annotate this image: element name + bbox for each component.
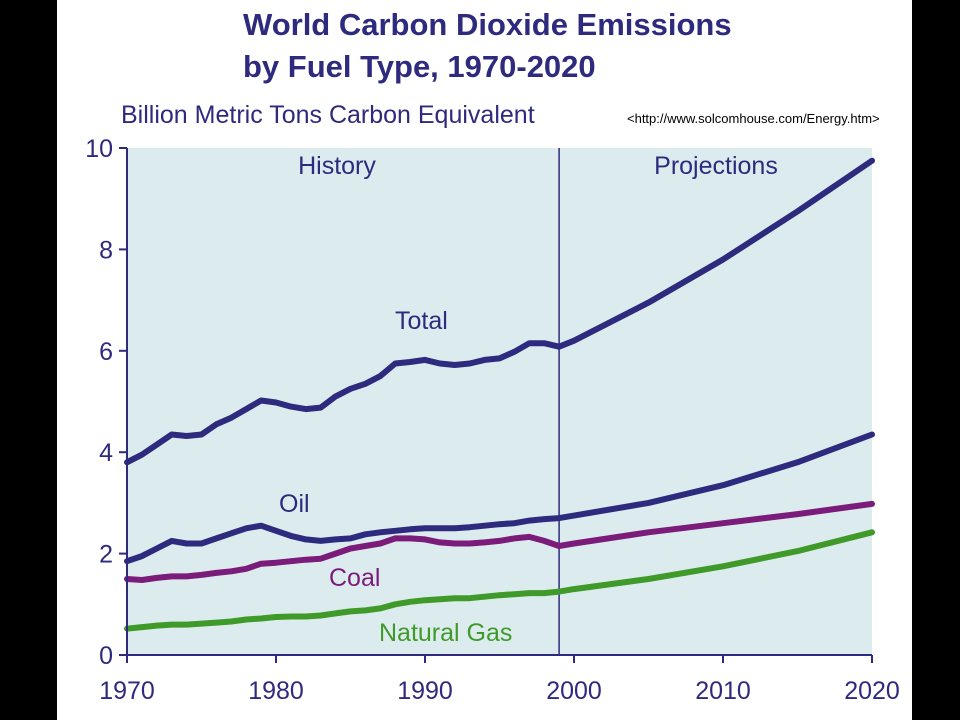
y-tick-label: 0 (99, 642, 113, 670)
x-tick-label: 1990 (397, 677, 453, 705)
series-layer (124, 157, 875, 632)
x-tick-label: 2020 (844, 677, 900, 705)
series-label-natural-gas: Natural Gas (379, 619, 512, 647)
x-tick-label: 2000 (546, 677, 602, 705)
axis-layer: 0 2 4 6 8 10 1970 1980 1990 2000 2010 2020 (85, 135, 900, 705)
series-line-oil (124, 431, 875, 565)
history-projection-divider (558, 148, 560, 655)
series-label-oil: Oil (279, 490, 310, 518)
series-line-coal (124, 500, 875, 583)
y-tick-label: 4 (99, 439, 113, 467)
chart-title-line-2: by Fuel Type, 1970-2020 (243, 49, 596, 84)
y-tick-label: 8 (99, 236, 113, 264)
series-line-total (124, 157, 875, 466)
x-tick-label: 2010 (695, 677, 751, 705)
series-label-total: Total (395, 307, 448, 335)
region-label-projections: Projections (654, 152, 778, 180)
series-label-coal: Coal (329, 564, 380, 592)
x-tick-label: 1980 (248, 677, 304, 705)
y-tick-label: 10 (85, 135, 113, 163)
y-tick-label: 2 (99, 541, 113, 569)
x-tick-label: 1970 (99, 677, 155, 705)
region-label-history: History (298, 152, 376, 180)
y-tick-label: 6 (99, 338, 113, 366)
chart-title-line-1: World Carbon Dioxide Emissions (243, 7, 732, 42)
source-citation: <http://www.solcomhouse.com/Energy.htm> (627, 111, 880, 126)
chart: 0 2 4 6 8 10 1970 1980 1990 2000 2010 2020 World Ca… (85, 7, 900, 705)
series-line-natural-gas (124, 529, 875, 632)
chart-subtitle: Billion Metric Tons Carbon Equivalent (121, 101, 535, 129)
slide: 0 2 4 6 8 10 1970 1980 1990 2000 2010 2020 World Ca… (57, 0, 912, 720)
plot-background (127, 148, 872, 655)
